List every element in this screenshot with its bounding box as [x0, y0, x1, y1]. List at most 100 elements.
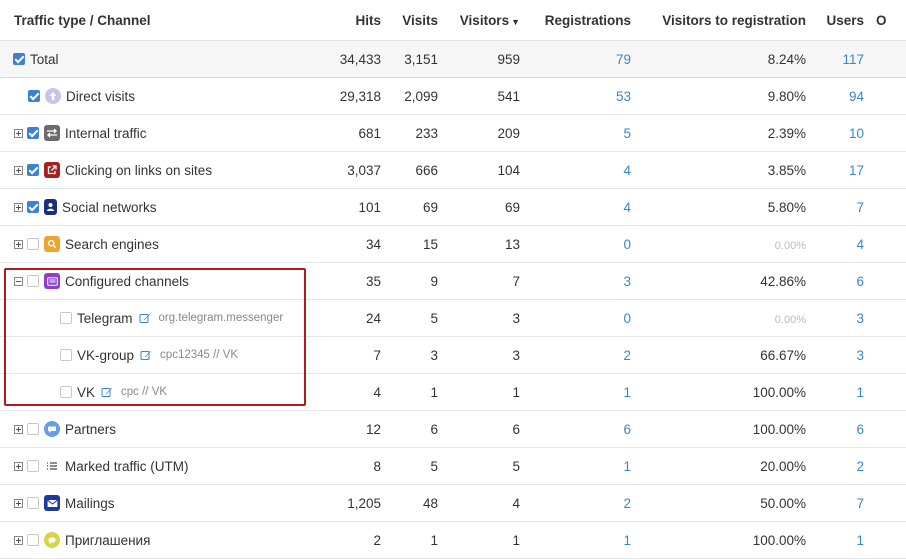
sort-desc-caret-icon: ▼ [511, 16, 520, 27]
cell-visitors: 3 [438, 336, 520, 374]
cell-v2r: 42.86% [631, 262, 806, 300]
cell-hits: 8 [312, 447, 381, 485]
row-checkbox[interactable] [27, 164, 39, 176]
cell-users-link[interactable]: 7 [856, 495, 864, 511]
cell-registrations-link[interactable]: 5 [623, 125, 631, 141]
col-header-visits[interactable]: Visits [381, 0, 438, 41]
cell-v2r: 66.67% [631, 336, 806, 374]
cell-registrations-link[interactable]: 2 [623, 495, 631, 511]
list-lines-icon [44, 458, 60, 474]
cell-registrations-link[interactable]: 4 [623, 199, 631, 215]
col-header-channel[interactable]: Traffic type / Channel [0, 0, 312, 41]
row-checkbox[interactable] [60, 386, 72, 398]
cell-users-link[interactable]: 117 [842, 51, 864, 67]
col-header-users[interactable]: Users [806, 0, 864, 41]
expand-toggle[interactable] [14, 461, 23, 471]
cell-users-link[interactable]: 1 [856, 384, 864, 400]
table-row-total: Total 34,433 3,151 959 79 8.24% 117 [0, 40, 906, 78]
row-checkbox[interactable] [28, 90, 40, 102]
cell-registrations-link[interactable]: 0 [623, 310, 631, 326]
cell-registrations-link[interactable]: 3 [623, 273, 631, 289]
cell-users-link[interactable]: 2 [856, 458, 864, 474]
row-label: VK-group [77, 347, 135, 363]
cell-users-link[interactable]: 6 [856, 273, 864, 289]
pencil-edit-icon[interactable] [139, 312, 151, 324]
row-checkbox[interactable] [27, 238, 39, 250]
row-label: Internal traffic [65, 125, 147, 141]
col-header-registrations[interactable]: Registrations [520, 0, 631, 41]
expand-toggle[interactable] [14, 128, 23, 138]
collapse-toggle[interactable] [14, 276, 23, 286]
cell-registrations-link[interactable]: 1 [623, 384, 631, 400]
cell-registrations-link[interactable]: 0 [623, 236, 631, 252]
table-row-child: VK cpc // VK 4 1 1 1 100.00% 1 [0, 373, 906, 411]
cell-registrations-link[interactable]: 2 [623, 347, 631, 363]
row-checkbox[interactable] [27, 460, 39, 472]
cell-users-link[interactable]: 7 [856, 199, 864, 215]
cell-registrations-link[interactable]: 4 [623, 162, 631, 178]
table-row: Social networks 101 69 69 4 5.80% 7 [0, 188, 906, 226]
cell-users-link[interactable]: 4 [856, 236, 864, 252]
cell-users-link[interactable]: 17 [848, 162, 864, 178]
col-header-visitors-to-registration[interactable]: Visitors to registration [631, 0, 806, 41]
row-sublabel: cpc // VK [121, 386, 168, 398]
person-icon [44, 199, 57, 215]
col-header-visitors[interactable]: Visitors ▼ [438, 0, 520, 41]
expand-toggle[interactable] [14, 498, 23, 508]
table-row-child: Telegram org.telegram.messenger 24 5 3 0… [0, 299, 906, 337]
cell-hits: 3,037 [312, 151, 381, 189]
cell-registrations-link[interactable]: 6 [623, 421, 631, 437]
row-label: Direct visits [66, 88, 136, 104]
cell-hits: 7 [312, 336, 381, 374]
cell-visits: 69 [381, 188, 438, 226]
row-checkbox[interactable] [27, 275, 39, 287]
table-row: Partners 12 6 6 6 100.00% 6 [0, 410, 906, 448]
cell-registrations-link[interactable]: 79 [615, 51, 631, 67]
col-header-hits[interactable]: Hits [312, 0, 381, 41]
swap-arrows-icon [44, 125, 60, 141]
row-checkbox[interactable] [27, 201, 39, 213]
cell-v2r: 3.85% [631, 151, 806, 189]
row-label: Marked traffic (UTM) [65, 458, 189, 474]
pencil-edit-icon[interactable] [140, 349, 152, 361]
row-checkbox[interactable] [27, 127, 39, 139]
row-checkbox[interactable] [60, 312, 72, 324]
row-checkbox[interactable] [27, 497, 39, 509]
cell-registrations-link[interactable]: 1 [623, 532, 631, 548]
table-row: Приглашения 2 1 1 1 100.00% 1 [0, 521, 906, 559]
cell-registrations-link[interactable]: 53 [615, 88, 631, 104]
cell-visitors: 4 [438, 484, 520, 522]
table-row: Search engines 34 15 13 0 0.00% 4 [0, 225, 906, 263]
cell-visits: 3,151 [381, 40, 438, 78]
row-checkbox[interactable] [13, 53, 25, 65]
cell-users-link[interactable]: 1 [856, 532, 864, 548]
cell-users-link[interactable]: 10 [848, 125, 864, 141]
cell-visits: 233 [381, 114, 438, 152]
expand-toggle[interactable] [14, 165, 23, 175]
cell-users-link[interactable]: 94 [848, 88, 864, 104]
expand-toggle[interactable] [14, 535, 23, 545]
expand-toggle[interactable] [14, 202, 23, 212]
table-row: Marked traffic (UTM) 8 5 5 1 20.00% 2 [0, 447, 906, 485]
pencil-edit-icon[interactable] [101, 386, 113, 398]
cell-registrations-link[interactable]: 1 [623, 458, 631, 474]
col-header-truncated[interactable]: O [864, 0, 906, 41]
cell-v2r: 9.80% [631, 77, 806, 115]
cell-users-link[interactable]: 6 [856, 421, 864, 437]
cell-visits: 5 [381, 447, 438, 485]
expand-toggle[interactable] [14, 424, 23, 434]
row-checkbox[interactable] [27, 534, 39, 546]
row-checkbox[interactable] [60, 349, 72, 361]
table-row: Internal traffic 681 233 209 5 2.39% 10 [0, 114, 906, 152]
row-label: Partners [65, 421, 117, 437]
cell-users-link[interactable]: 3 [856, 347, 864, 363]
cell-v2r: 0.00% [774, 239, 806, 252]
row-sublabel: org.telegram.messenger [158, 312, 284, 324]
expand-toggle[interactable] [14, 239, 23, 249]
row-label: Clicking on links on sites [65, 162, 213, 178]
speech-bubble-icon [44, 421, 60, 437]
cell-hits: 34 [312, 225, 381, 263]
cell-users-link[interactable]: 3 [856, 310, 864, 326]
row-checkbox[interactable] [27, 423, 39, 435]
